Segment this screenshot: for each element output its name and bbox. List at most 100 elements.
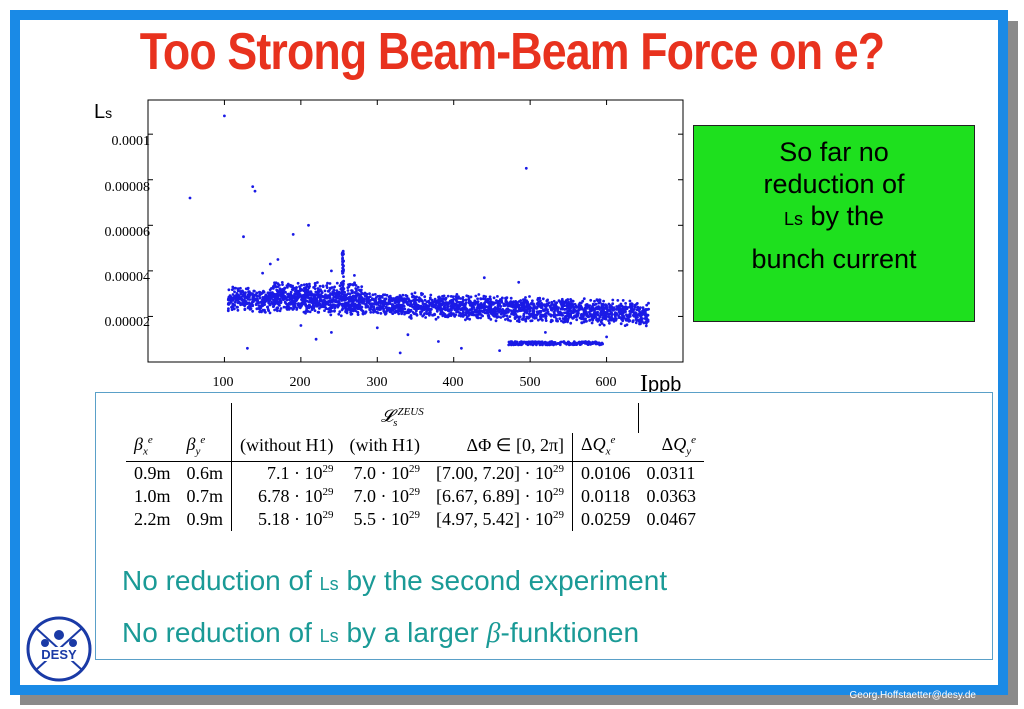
plot-ticks: [148, 100, 683, 362]
data-point: [579, 342, 583, 346]
data-point: [236, 289, 240, 293]
data-point: [520, 305, 524, 309]
data-point: [451, 300, 455, 304]
data-point: [635, 315, 639, 318]
col-header: ΔQxe: [572, 433, 639, 462]
plot-points: [188, 114, 650, 355]
data-point: [330, 331, 333, 334]
data-point: [273, 281, 276, 285]
data-point: [271, 291, 274, 294]
data-point: [297, 304, 301, 307]
data-point: [556, 319, 559, 323]
data-point: [485, 300, 489, 304]
data-point: [640, 313, 644, 317]
data-point: [321, 302, 325, 306]
data-point: [333, 303, 336, 307]
data-point: [409, 309, 413, 312]
data-point: [645, 321, 648, 325]
data-point: [254, 303, 258, 306]
data-point: [234, 286, 238, 290]
data-point: [580, 315, 584, 318]
data-point: [350, 289, 353, 292]
data-point: [335, 300, 339, 304]
data-point: [560, 297, 564, 301]
data-point: [575, 318, 579, 322]
data-point: [279, 292, 282, 296]
data-point: [553, 341, 557, 344]
data-point: [289, 300, 292, 304]
data-point: [464, 313, 467, 316]
data-point: [584, 317, 587, 321]
data-point: [460, 346, 463, 350]
data-point: [470, 313, 474, 317]
data-point: [522, 303, 525, 306]
data-point: [289, 285, 292, 288]
data-point: [378, 304, 382, 307]
data-point: [259, 309, 263, 312]
data-point: [306, 289, 310, 293]
data-point: [383, 311, 386, 314]
data-point: [644, 308, 648, 311]
data-point: [441, 300, 444, 303]
data-point: [241, 290, 244, 294]
data-point: [341, 271, 344, 275]
data-point: [545, 302, 549, 306]
data-point: [490, 312, 493, 316]
data-point: [274, 296, 277, 299]
data-point: [584, 312, 588, 316]
data-point: [417, 300, 421, 303]
data-point: [347, 298, 351, 302]
data-point: [641, 306, 645, 309]
data-point: [640, 317, 644, 320]
data-point: [347, 285, 351, 289]
x-tick-label: 400: [442, 375, 464, 390]
data-point: [318, 296, 322, 299]
data-point: [550, 303, 553, 307]
table-cell: 5.18 · 1029: [258, 508, 334, 529]
data-point: [578, 301, 582, 305]
data-point: [278, 309, 282, 313]
data-point: [553, 314, 557, 317]
data-point: [283, 286, 287, 290]
data-point: [391, 304, 394, 308]
data-point: [566, 320, 569, 324]
data-point: [508, 302, 512, 306]
data-point: [396, 306, 400, 310]
table-cell: 5.5 · 1029: [353, 508, 421, 529]
data-point: [324, 293, 327, 297]
data-point: [487, 313, 491, 317]
data-point: [604, 303, 607, 307]
data-point: [366, 305, 370, 309]
data-point: [316, 281, 319, 284]
data-point: [318, 299, 322, 303]
data-point: [276, 306, 279, 309]
data-point: [414, 304, 417, 307]
data-point: [550, 308, 554, 312]
data-point: [505, 296, 509, 300]
data-point: [340, 308, 344, 312]
data-point: [251, 304, 254, 307]
data-point: [415, 308, 418, 311]
data-point: [341, 269, 345, 272]
data-point: [468, 317, 471, 321]
data-point: [588, 319, 591, 322]
data-point: [406, 300, 409, 304]
data-point: [268, 311, 272, 315]
data-point: [335, 281, 339, 285]
data-point: [383, 293, 387, 297]
table-header-row: βxe βye (without H1) (with H1) ΔΦ ∈ [0, …: [126, 433, 720, 462]
data-point: [282, 305, 286, 309]
data-point: [459, 301, 462, 304]
data-point: [478, 311, 482, 314]
data-point: [601, 307, 604, 310]
data-point: [624, 302, 627, 305]
data-point: [260, 292, 263, 296]
data-point: [480, 304, 484, 308]
data-point: [550, 318, 553, 322]
data-point: [485, 309, 489, 312]
table-cell: 2.2m: [134, 508, 171, 529]
data-point: [566, 302, 570, 306]
data-point: [446, 315, 450, 319]
data-point: [348, 307, 351, 311]
data-point: [341, 266, 345, 270]
